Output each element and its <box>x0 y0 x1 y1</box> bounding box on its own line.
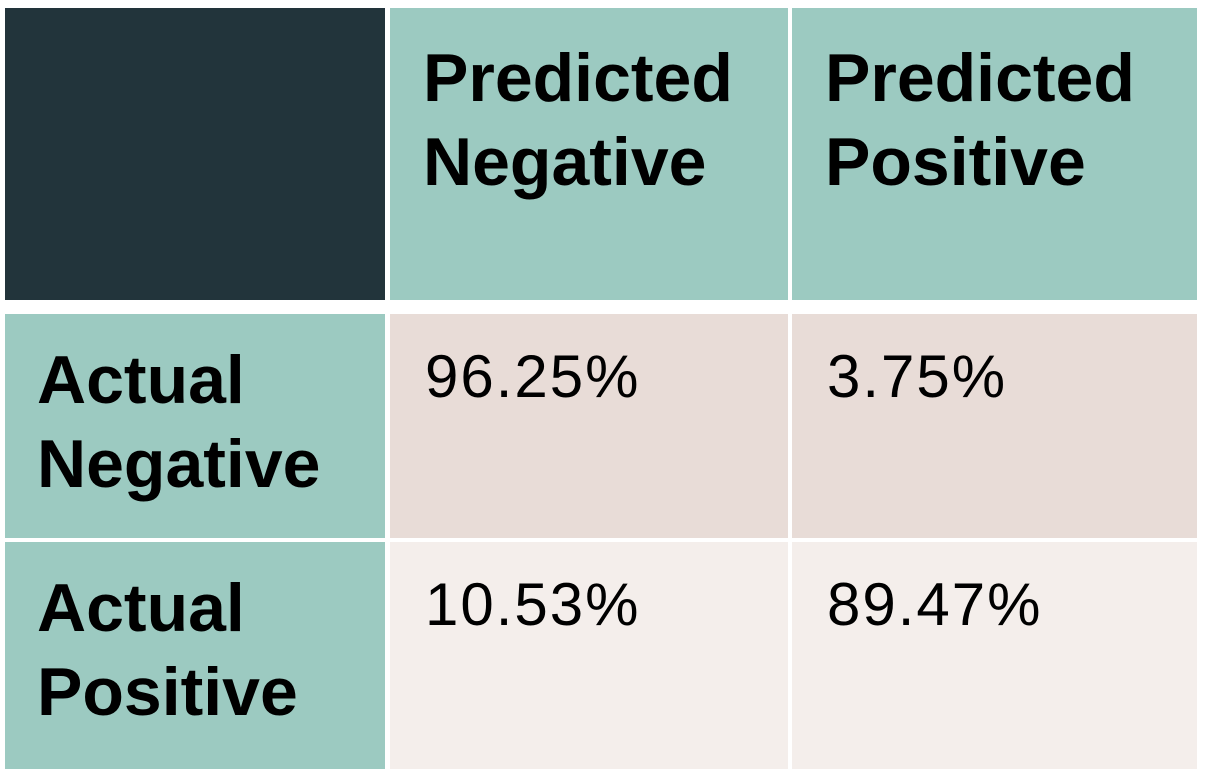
header-line: Negative <box>37 426 321 502</box>
header-line: Predicted <box>825 40 1135 116</box>
header-predicted-positive: Predicted Positive <box>792 8 1197 300</box>
value-cell-true-negative: 96.25% <box>390 314 788 538</box>
header-line: Actual <box>37 570 245 646</box>
value-cell-false-positive: 3.75% <box>792 314 1197 538</box>
header-actual-positive: Actual Positive <box>5 542 385 769</box>
header-predicted-negative: Predicted Negative <box>390 8 788 300</box>
value-cell-true-positive: 89.47% <box>792 542 1197 769</box>
value-cell-false-negative: 10.53% <box>390 542 788 769</box>
header-line: Actual <box>37 342 245 418</box>
header-line: Positive <box>37 654 298 730</box>
header-line: Predicted <box>423 40 733 116</box>
header-line: Positive <box>825 124 1086 200</box>
header-line: Negative <box>423 124 707 200</box>
header-actual-negative: Actual Negative <box>5 314 385 538</box>
corner-cell <box>5 8 385 300</box>
